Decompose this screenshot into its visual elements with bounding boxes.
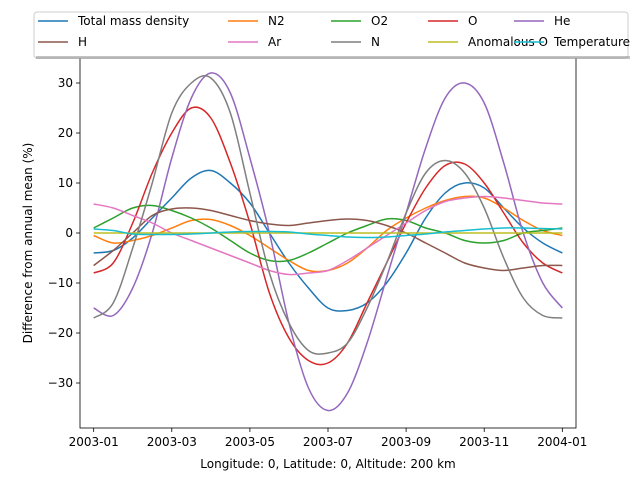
legend-label: Ar — [268, 35, 281, 49]
series-line-3 — [93, 106, 563, 366]
series-line-4 — [93, 72, 563, 412]
y-tick-label: −20 — [48, 326, 73, 340]
x-tick-label: 2003-11 — [459, 435, 509, 449]
y-tick-label: 20 — [58, 126, 73, 140]
legend-label: He — [554, 14, 570, 28]
x-tick-label: 2003-07 — [303, 435, 353, 449]
x-axis-label: Longitude: 0, Latitude: 0, Altitude: 200… — [200, 457, 455, 471]
x-tick-label: 2003-05 — [225, 435, 275, 449]
x-tick-label: 2003-01 — [69, 435, 119, 449]
legend-label: N2 — [268, 14, 285, 28]
legend-shadow — [36, 56, 630, 59]
legend-label: Total mass density — [77, 14, 189, 28]
series-line-0 — [93, 169, 563, 312]
series-line-7 — [93, 75, 563, 355]
legend: Total mass density N2 O2 O He H Ar N Anomalous O… — [33, 11, 630, 59]
legend-label: N — [371, 35, 380, 49]
x-tick-label: 2004-01 — [537, 435, 587, 449]
x-tick-label: 2003-03 — [147, 435, 197, 449]
y-tick-label: 10 — [58, 176, 73, 190]
series-lines — [93, 72, 563, 412]
y-tick-label: 30 — [58, 76, 73, 90]
legend-label: H — [78, 35, 87, 49]
legend-label: O2 — [371, 14, 388, 28]
legend-label: Anomalous O — [468, 35, 548, 49]
y-tick-label: −30 — [48, 376, 73, 390]
y-tick-label: 0 — [65, 226, 73, 240]
series-line-2 — [93, 204, 563, 263]
series-line-5 — [93, 207, 563, 272]
series-line-9 — [93, 227, 563, 239]
legend-label: Temperature — [553, 35, 630, 49]
y-axis-label: Difference from annual mean (%) — [21, 143, 35, 344]
x-tick-label: 2003-09 — [381, 435, 431, 449]
y-tick-label: −10 — [48, 276, 73, 290]
legend-label: O — [468, 14, 477, 28]
